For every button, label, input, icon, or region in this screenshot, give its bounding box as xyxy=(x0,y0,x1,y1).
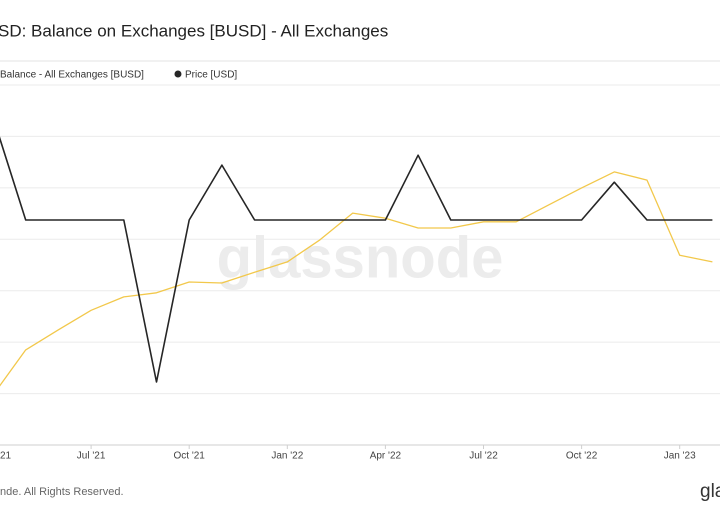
x-tick-label: Jan '23 xyxy=(664,451,696,462)
x-tick-label: Oct '21 xyxy=(174,451,206,462)
series-line xyxy=(0,171,713,387)
legend-label: Balance - All Exchanges [BUSD] xyxy=(0,70,144,81)
legend-marker xyxy=(174,70,182,78)
footer: nde. All Rights Reserved. xyxy=(0,486,124,498)
x-tick-label: Apr '22 xyxy=(370,451,402,462)
x-tick-label: 21 xyxy=(0,451,12,462)
legend-label: Price [USD] xyxy=(185,70,237,81)
x-tick-label: Jul '21 xyxy=(77,451,106,462)
x-tick-label: Jan '22 xyxy=(271,451,303,462)
x-tick-label: Oct '22 xyxy=(566,451,598,462)
watermark: glassnode xyxy=(217,225,504,290)
series-line xyxy=(0,136,713,383)
plot-area xyxy=(0,136,713,387)
chart-title: SD: Balance on Exchanges [BUSD] - All Ex… xyxy=(0,21,388,40)
x-tick-label: Jul '22 xyxy=(469,451,498,462)
logo: gla xyxy=(700,481,720,502)
